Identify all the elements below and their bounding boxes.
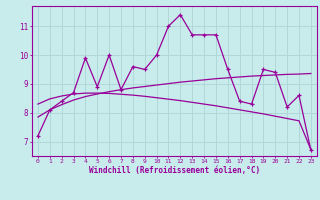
X-axis label: Windchill (Refroidissement éolien,°C): Windchill (Refroidissement éolien,°C) [89, 166, 260, 175]
